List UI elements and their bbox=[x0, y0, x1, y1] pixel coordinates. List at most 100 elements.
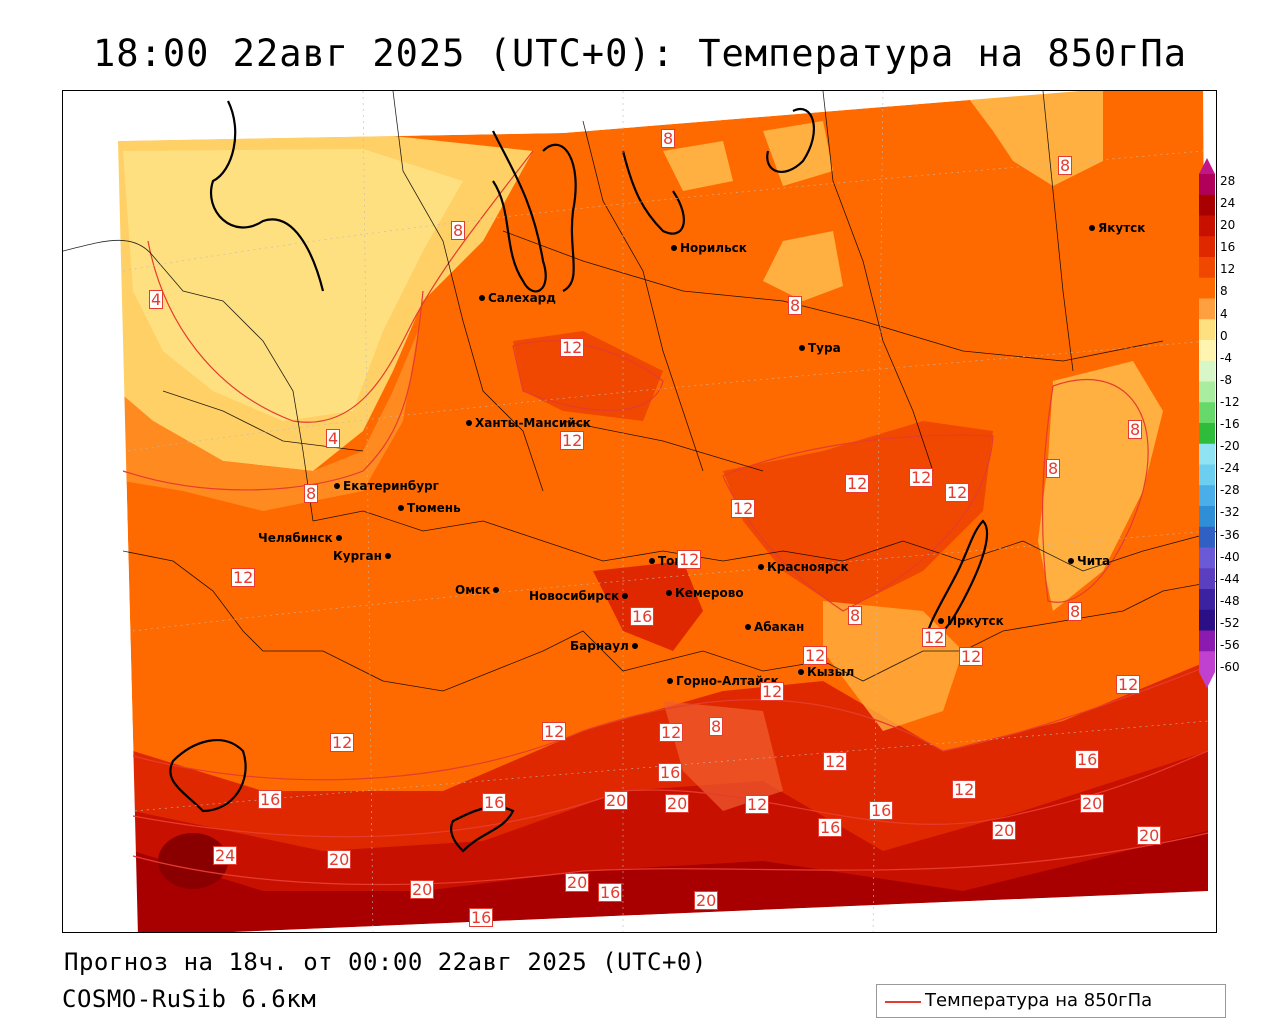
colorbar-labels: 28 24 20 16 12 8 4 0 -4 -8 -12 -16 -20 -24 -28 -32 -36 -4… bbox=[1220, 170, 1240, 678]
colorbar-swatch bbox=[1199, 423, 1215, 445]
city-yekaterinburg: Екатеринбург bbox=[334, 479, 439, 493]
colorbar-label: 12 bbox=[1220, 262, 1236, 277]
colorbar-swatches bbox=[1199, 174, 1215, 673]
city-chelyabinsk: Челябинск bbox=[258, 531, 345, 545]
isotherm-label: 4 bbox=[149, 290, 164, 309]
isotherm-label: 12 bbox=[952, 780, 977, 799]
isotherm-label: 12 bbox=[560, 431, 585, 450]
isotherm-label: 16 bbox=[818, 818, 843, 837]
isotherm-label: 8 bbox=[788, 296, 803, 315]
colorbar-swatch bbox=[1199, 464, 1215, 486]
isotherm-label: 12 bbox=[1116, 675, 1141, 694]
colorbar-swatch bbox=[1199, 630, 1215, 652]
city-dot-icon bbox=[1089, 225, 1095, 231]
colorbar-swatch bbox=[1199, 215, 1215, 237]
colorbar-swatch bbox=[1199, 257, 1215, 279]
isotherm-label: 12 bbox=[731, 499, 756, 518]
colorbar-swatch bbox=[1199, 277, 1215, 299]
city-dot-icon bbox=[1068, 558, 1074, 564]
colorbar-label: -56 bbox=[1220, 637, 1240, 652]
city-dot-icon bbox=[334, 483, 340, 489]
isotherm-label: 12 bbox=[542, 722, 567, 741]
isotherm-label: 20 bbox=[694, 891, 719, 910]
city-chita: Чита bbox=[1068, 554, 1110, 568]
isotherm-label: 24 bbox=[213, 846, 238, 865]
city-dot-icon bbox=[631, 643, 638, 649]
isotherm-label: 20 bbox=[565, 873, 590, 892]
isotherm-label: 8 bbox=[661, 129, 676, 148]
colorbar-label: -36 bbox=[1220, 527, 1240, 542]
isotherm-label: 12 bbox=[760, 682, 785, 701]
city-dot-icon bbox=[649, 558, 655, 564]
colorbar-swatch bbox=[1199, 589, 1215, 611]
isotherm-label: 12 bbox=[845, 474, 870, 493]
colorbar-bottom-arrow-icon bbox=[1199, 672, 1215, 688]
isotherm-label: 12 bbox=[803, 646, 828, 665]
city-irkutsk: Иркутск bbox=[938, 614, 1004, 628]
city-norilsk: Норильск bbox=[671, 241, 747, 255]
city-tura: Тура bbox=[799, 341, 841, 355]
city-salekhard: Салехард bbox=[479, 291, 556, 305]
isotherm-label: 16 bbox=[1075, 750, 1100, 769]
isotherm-label: 12 bbox=[659, 723, 684, 742]
legend: Температура на 850гПа bbox=[876, 984, 1226, 1018]
map-canvas bbox=[63, 91, 1216, 932]
colorbar-label: 20 bbox=[1220, 218, 1236, 233]
isotherm-label: 8 bbox=[709, 717, 724, 736]
colorbar-label: -28 bbox=[1220, 483, 1240, 498]
colorbar-swatch bbox=[1199, 526, 1215, 548]
colorbar-label: -4 bbox=[1220, 350, 1232, 365]
city-dot-icon bbox=[384, 553, 391, 559]
isotherm-label: 12 bbox=[330, 733, 355, 752]
colorbar-swatch bbox=[1199, 319, 1215, 341]
colorbar-label: -16 bbox=[1220, 417, 1240, 432]
city-dot-icon bbox=[666, 590, 672, 596]
colorbar-label: -60 bbox=[1220, 660, 1240, 675]
city-omsk: Омск bbox=[455, 583, 502, 597]
isotherm-label: 8 bbox=[451, 221, 466, 240]
city-kemerovo: Кемерово bbox=[666, 586, 744, 600]
isotherm-label: 12 bbox=[677, 550, 702, 569]
colorbar-label: -8 bbox=[1220, 372, 1232, 387]
map-title: 18:00 22авг 2025 (UTC+0): Температура на… bbox=[93, 32, 1187, 75]
city-dot-icon bbox=[479, 295, 485, 301]
isotherm-label: 12 bbox=[823, 752, 848, 771]
colorbar-label: -48 bbox=[1220, 593, 1240, 608]
isotherm-label: 20 bbox=[410, 880, 435, 899]
isotherm-label: 8 bbox=[848, 606, 863, 625]
colorbar-label: 16 bbox=[1220, 240, 1236, 255]
city-dot-icon bbox=[758, 564, 764, 570]
city-barnaul: Барнаул bbox=[570, 639, 641, 653]
isotherm-label: 16 bbox=[658, 763, 683, 782]
isotherm-label: 8 bbox=[1128, 420, 1143, 439]
city-dot-icon bbox=[671, 245, 677, 251]
isotherm-label: 20 bbox=[1137, 826, 1162, 845]
colorbar-label: 4 bbox=[1220, 306, 1228, 321]
colorbar-label: -44 bbox=[1220, 571, 1240, 586]
isotherm-label: 16 bbox=[869, 801, 894, 820]
isotherm-label: 8 bbox=[1058, 156, 1073, 175]
isotherm-label: 4 bbox=[326, 429, 341, 448]
colorbar-label: -40 bbox=[1220, 549, 1240, 564]
colorbar-label: -20 bbox=[1220, 439, 1240, 454]
city-tyumen: Тюмень bbox=[398, 501, 461, 515]
city-dot-icon bbox=[938, 618, 944, 624]
colorbar-label: -24 bbox=[1220, 461, 1240, 476]
isotherm-label: 20 bbox=[1080, 794, 1105, 813]
city-dot-icon bbox=[799, 345, 805, 351]
isotherm-label: 12 bbox=[909, 468, 934, 487]
colorbar-label: 24 bbox=[1220, 196, 1236, 211]
city-dot-icon bbox=[466, 420, 472, 426]
colorbar-label: -52 bbox=[1220, 615, 1240, 630]
city-kurgan: Курган bbox=[333, 549, 394, 563]
isotherm-label: 12 bbox=[922, 628, 947, 647]
city-dot-icon bbox=[622, 593, 629, 599]
temperature-map: Норильск Якутск Салехард Тура Ханты-Манс… bbox=[62, 90, 1217, 933]
isotherms bbox=[122, 150, 1209, 886]
city-gorno-altaysk: Горно-Алтайск bbox=[667, 674, 779, 688]
isotherm-label: 20 bbox=[665, 794, 690, 813]
isotherm-label: 20 bbox=[992, 821, 1017, 840]
colorbar-swatch bbox=[1199, 651, 1215, 673]
isotherm-label: 16 bbox=[469, 908, 494, 927]
colorbar-swatch bbox=[1199, 174, 1215, 196]
